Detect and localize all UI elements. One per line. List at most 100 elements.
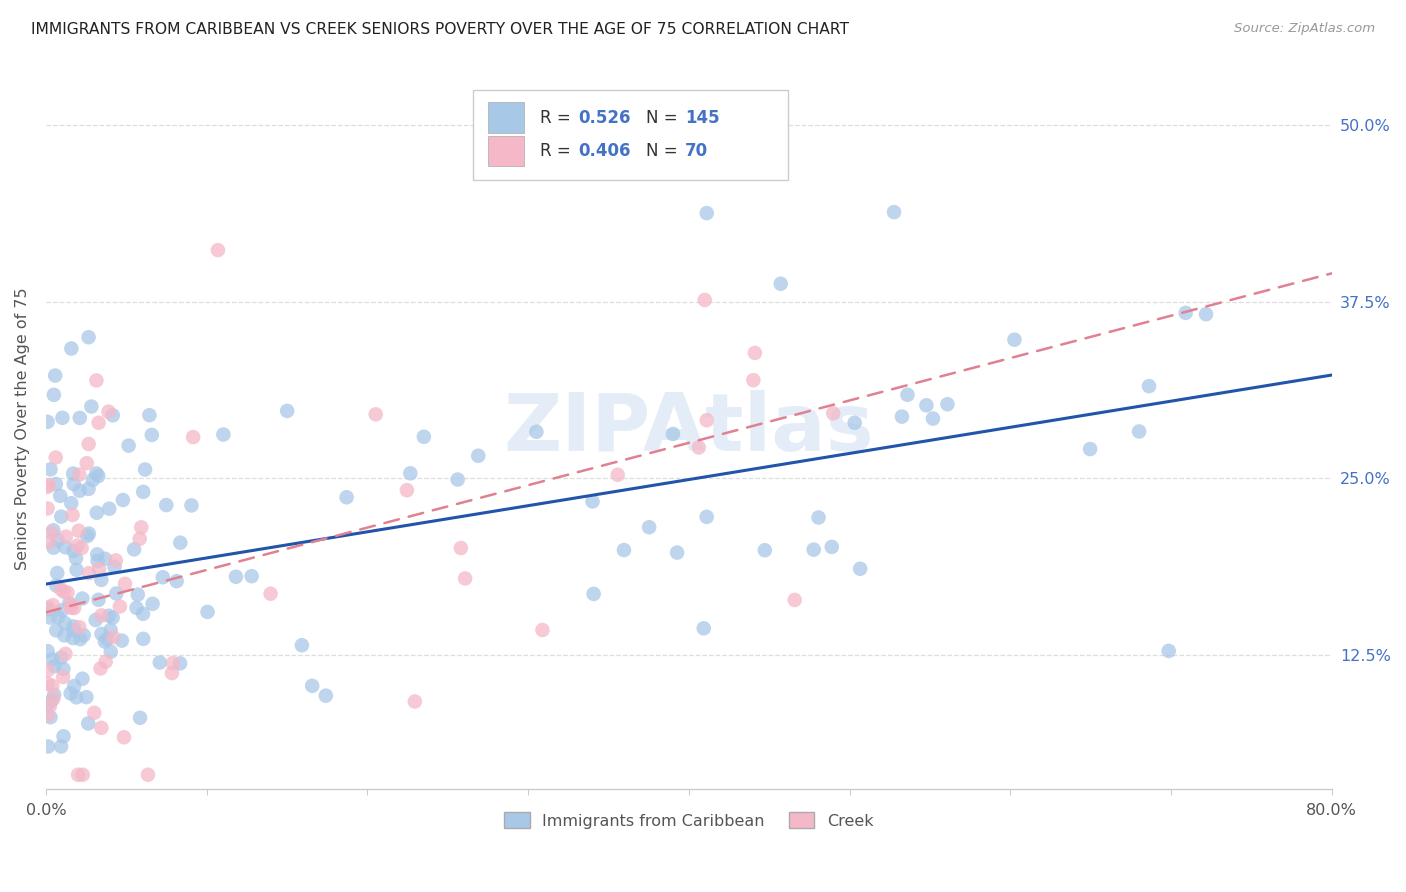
Point [936, 397, 959, 411]
Point [69, 632, 91, 646]
Point [447, 473, 470, 487]
Point [46, 566, 69, 580]
Point [138, 408, 160, 422]
Point [59, 686, 82, 700]
Point [844, 416, 866, 430]
Point [90, 573, 112, 587]
Point [128, 532, 150, 546]
Point [105, 586, 128, 600]
Point [63, 601, 86, 615]
Point [44, 368, 66, 383]
Point [56, 585, 79, 599]
Point [291, 638, 314, 652]
Text: 145: 145 [685, 109, 720, 127]
Point [65, 563, 87, 577]
Point [125, 600, 148, 615]
Point [122, 542, 145, 557]
Point [696, 413, 718, 427]
Point [37, 698, 59, 712]
Point [132, 607, 155, 621]
Point [87, 469, 110, 483]
Point [152, 570, 174, 584]
Text: ZIPAtlas: ZIPAtlas [503, 390, 875, 467]
Point [51, 410, 73, 425]
Point [114, 576, 136, 591]
Point [55, 647, 77, 661]
Text: N =: N = [647, 109, 683, 127]
Point [77, 330, 100, 344]
Point [526, 425, 548, 439]
Point [849, 562, 872, 576]
Point [1078, 442, 1101, 456]
Point [52, 662, 75, 676]
Point [336, 490, 359, 504]
Point [160, 666, 183, 681]
Point [169, 657, 191, 671]
Point [84, 613, 107, 627]
Point [132, 632, 155, 646]
Point [823, 406, 845, 420]
Point [783, 593, 806, 607]
Point [44, 688, 66, 702]
Point [86, 554, 108, 568]
Point [76, 529, 98, 543]
Point [65, 551, 87, 566]
Point [915, 398, 938, 412]
Point [60, 342, 83, 356]
Point [197, 605, 219, 619]
FancyBboxPatch shape [488, 136, 524, 167]
Point [212, 427, 235, 442]
Point [395, 483, 418, 498]
Point [41, 652, 63, 666]
Point [37, 676, 59, 690]
Text: 70: 70 [685, 143, 709, 161]
Point [581, 494, 603, 508]
Point [301, 679, 323, 693]
Point [49, 739, 72, 754]
Point [207, 243, 229, 257]
Point [62, 544, 84, 558]
Point [103, 630, 125, 644]
Point [80, 400, 103, 414]
Point [606, 467, 628, 482]
Point [769, 277, 792, 291]
Text: IMMIGRANTS FROM CARIBBEAN VS CREEK SENIORS POVERTY OVER THE AGE OF 75 CORRELATIO: IMMIGRANTS FROM CARIBBEAN VS CREEK SENIO… [31, 22, 849, 37]
Point [75, 690, 97, 705]
Point [696, 206, 718, 220]
Point [688, 441, 710, 455]
Point [38, 699, 60, 714]
Point [69, 483, 91, 498]
Point [53, 585, 76, 599]
Point [467, 449, 489, 463]
Point [754, 543, 776, 558]
Point [53, 628, 76, 642]
Point [58, 596, 80, 610]
Point [42, 598, 65, 612]
Point [38, 478, 60, 492]
Point [37, 602, 59, 616]
Point [101, 610, 124, 624]
Point [100, 645, 122, 659]
Point [364, 408, 387, 422]
Point [42, 388, 65, 402]
Point [41, 679, 63, 693]
Point [276, 404, 298, 418]
Point [37, 600, 59, 615]
Point [638, 520, 661, 534]
Point [96, 632, 118, 646]
Text: 0.406: 0.406 [578, 143, 631, 161]
Point [76, 456, 98, 470]
Point [404, 694, 426, 708]
Point [49, 582, 72, 597]
Point [59, 598, 82, 612]
Point [45, 477, 67, 491]
Point [104, 553, 127, 567]
Point [72, 768, 94, 782]
Point [807, 510, 830, 524]
Point [108, 599, 131, 614]
Point [101, 409, 124, 423]
Point [62, 631, 84, 645]
Point [82, 473, 104, 487]
Point [46, 610, 69, 624]
Point [1157, 644, 1180, 658]
